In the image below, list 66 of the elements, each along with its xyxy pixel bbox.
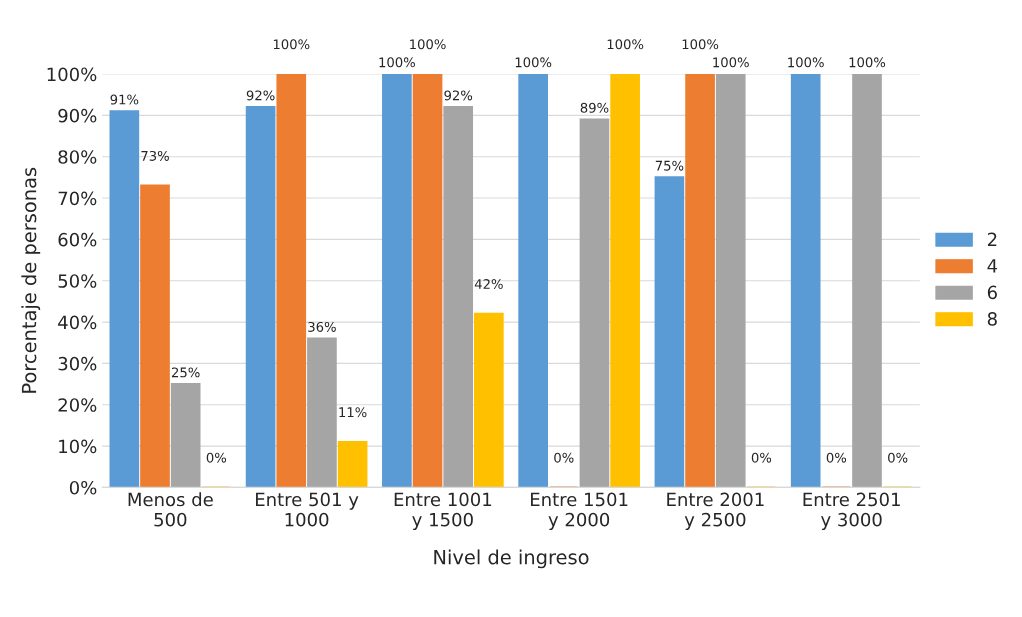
- bar: [685, 74, 715, 488]
- y-tick-label: 90%: [58, 108, 97, 123]
- x-tick-label: Entre 2501 y 3000: [803, 492, 900, 530]
- y-tick-label: 50%: [58, 274, 97, 288]
- y-tick-label: 20%: [58, 398, 97, 412]
- data-label: 0%: [206, 452, 227, 463]
- legend-label: 6: [987, 285, 997, 300]
- data-label: 100%: [713, 57, 749, 68]
- y-tick-label: 30%: [58, 356, 97, 371]
- y-tick-label: 100%: [47, 67, 97, 82]
- y-tick-label: 10%: [59, 439, 97, 454]
- bar: [852, 74, 882, 488]
- data-label: 100%: [682, 39, 719, 50]
- x-axis-title: Nivel de ingreso: [434, 549, 589, 569]
- bar: [337, 440, 368, 488]
- data-label: 100%: [379, 57, 416, 68]
- bar: [790, 74, 821, 488]
- data-label: 100%: [788, 57, 824, 68]
- data-label: 92%: [444, 90, 473, 101]
- bar: [579, 118, 610, 488]
- y-tick-label: 70%: [58, 191, 97, 206]
- legend-label: 4: [987, 259, 998, 273]
- y-tick-label: 80%: [58, 150, 97, 164]
- bar: [518, 74, 548, 488]
- data-label: 0%: [751, 452, 772, 463]
- bar: [715, 74, 746, 488]
- bar: [140, 184, 170, 488]
- data-label: 11%: [339, 407, 367, 418]
- data-label: 75%: [655, 160, 684, 171]
- bar: [276, 74, 307, 488]
- bar: [307, 337, 337, 488]
- bar: [474, 312, 504, 488]
- data-label: 42%: [474, 279, 503, 290]
- y-tick-label: 40%: [58, 315, 97, 330]
- x-tick-label: Entre 2001 y 2500: [667, 492, 764, 530]
- data-label: 73%: [141, 150, 169, 161]
- data-label: 0%: [826, 452, 847, 463]
- x-tick-label: Entre 1001 y 1500: [394, 492, 492, 530]
- bar: [654, 176, 685, 488]
- data-label: 100%: [607, 39, 644, 50]
- data-label: 0%: [888, 452, 908, 463]
- bar: [412, 74, 443, 488]
- y-axis-title: Porcentaje de personas: [21, 167, 41, 393]
- x-tick-label: Menos de 500: [128, 492, 213, 527]
- bar: [443, 106, 474, 488]
- data-label: 100%: [849, 57, 886, 68]
- data-label: 100%: [410, 39, 446, 50]
- data-label: 91%: [110, 94, 139, 105]
- data-label: 92%: [246, 90, 275, 101]
- y-tick-label: 60%: [58, 232, 97, 247]
- bar: [170, 383, 201, 488]
- data-label: 25%: [171, 367, 200, 378]
- bar: [109, 110, 140, 488]
- data-label: 89%: [580, 102, 609, 113]
- x-tick-label: Entre 501 y 1000: [256, 492, 359, 527]
- legend-label: 8: [987, 312, 997, 326]
- data-label: 36%: [308, 321, 336, 332]
- legend-label: 2: [987, 232, 997, 246]
- data-label: 0%: [554, 452, 574, 463]
- y-tick-label: 0%: [69, 480, 97, 495]
- data-label: 100%: [515, 57, 552, 68]
- bar: [245, 106, 276, 488]
- bar: [610, 74, 640, 488]
- bar: [382, 74, 412, 488]
- data-label: 100%: [273, 39, 310, 50]
- x-tick-label: Entre 1501 y 2000: [531, 492, 628, 530]
